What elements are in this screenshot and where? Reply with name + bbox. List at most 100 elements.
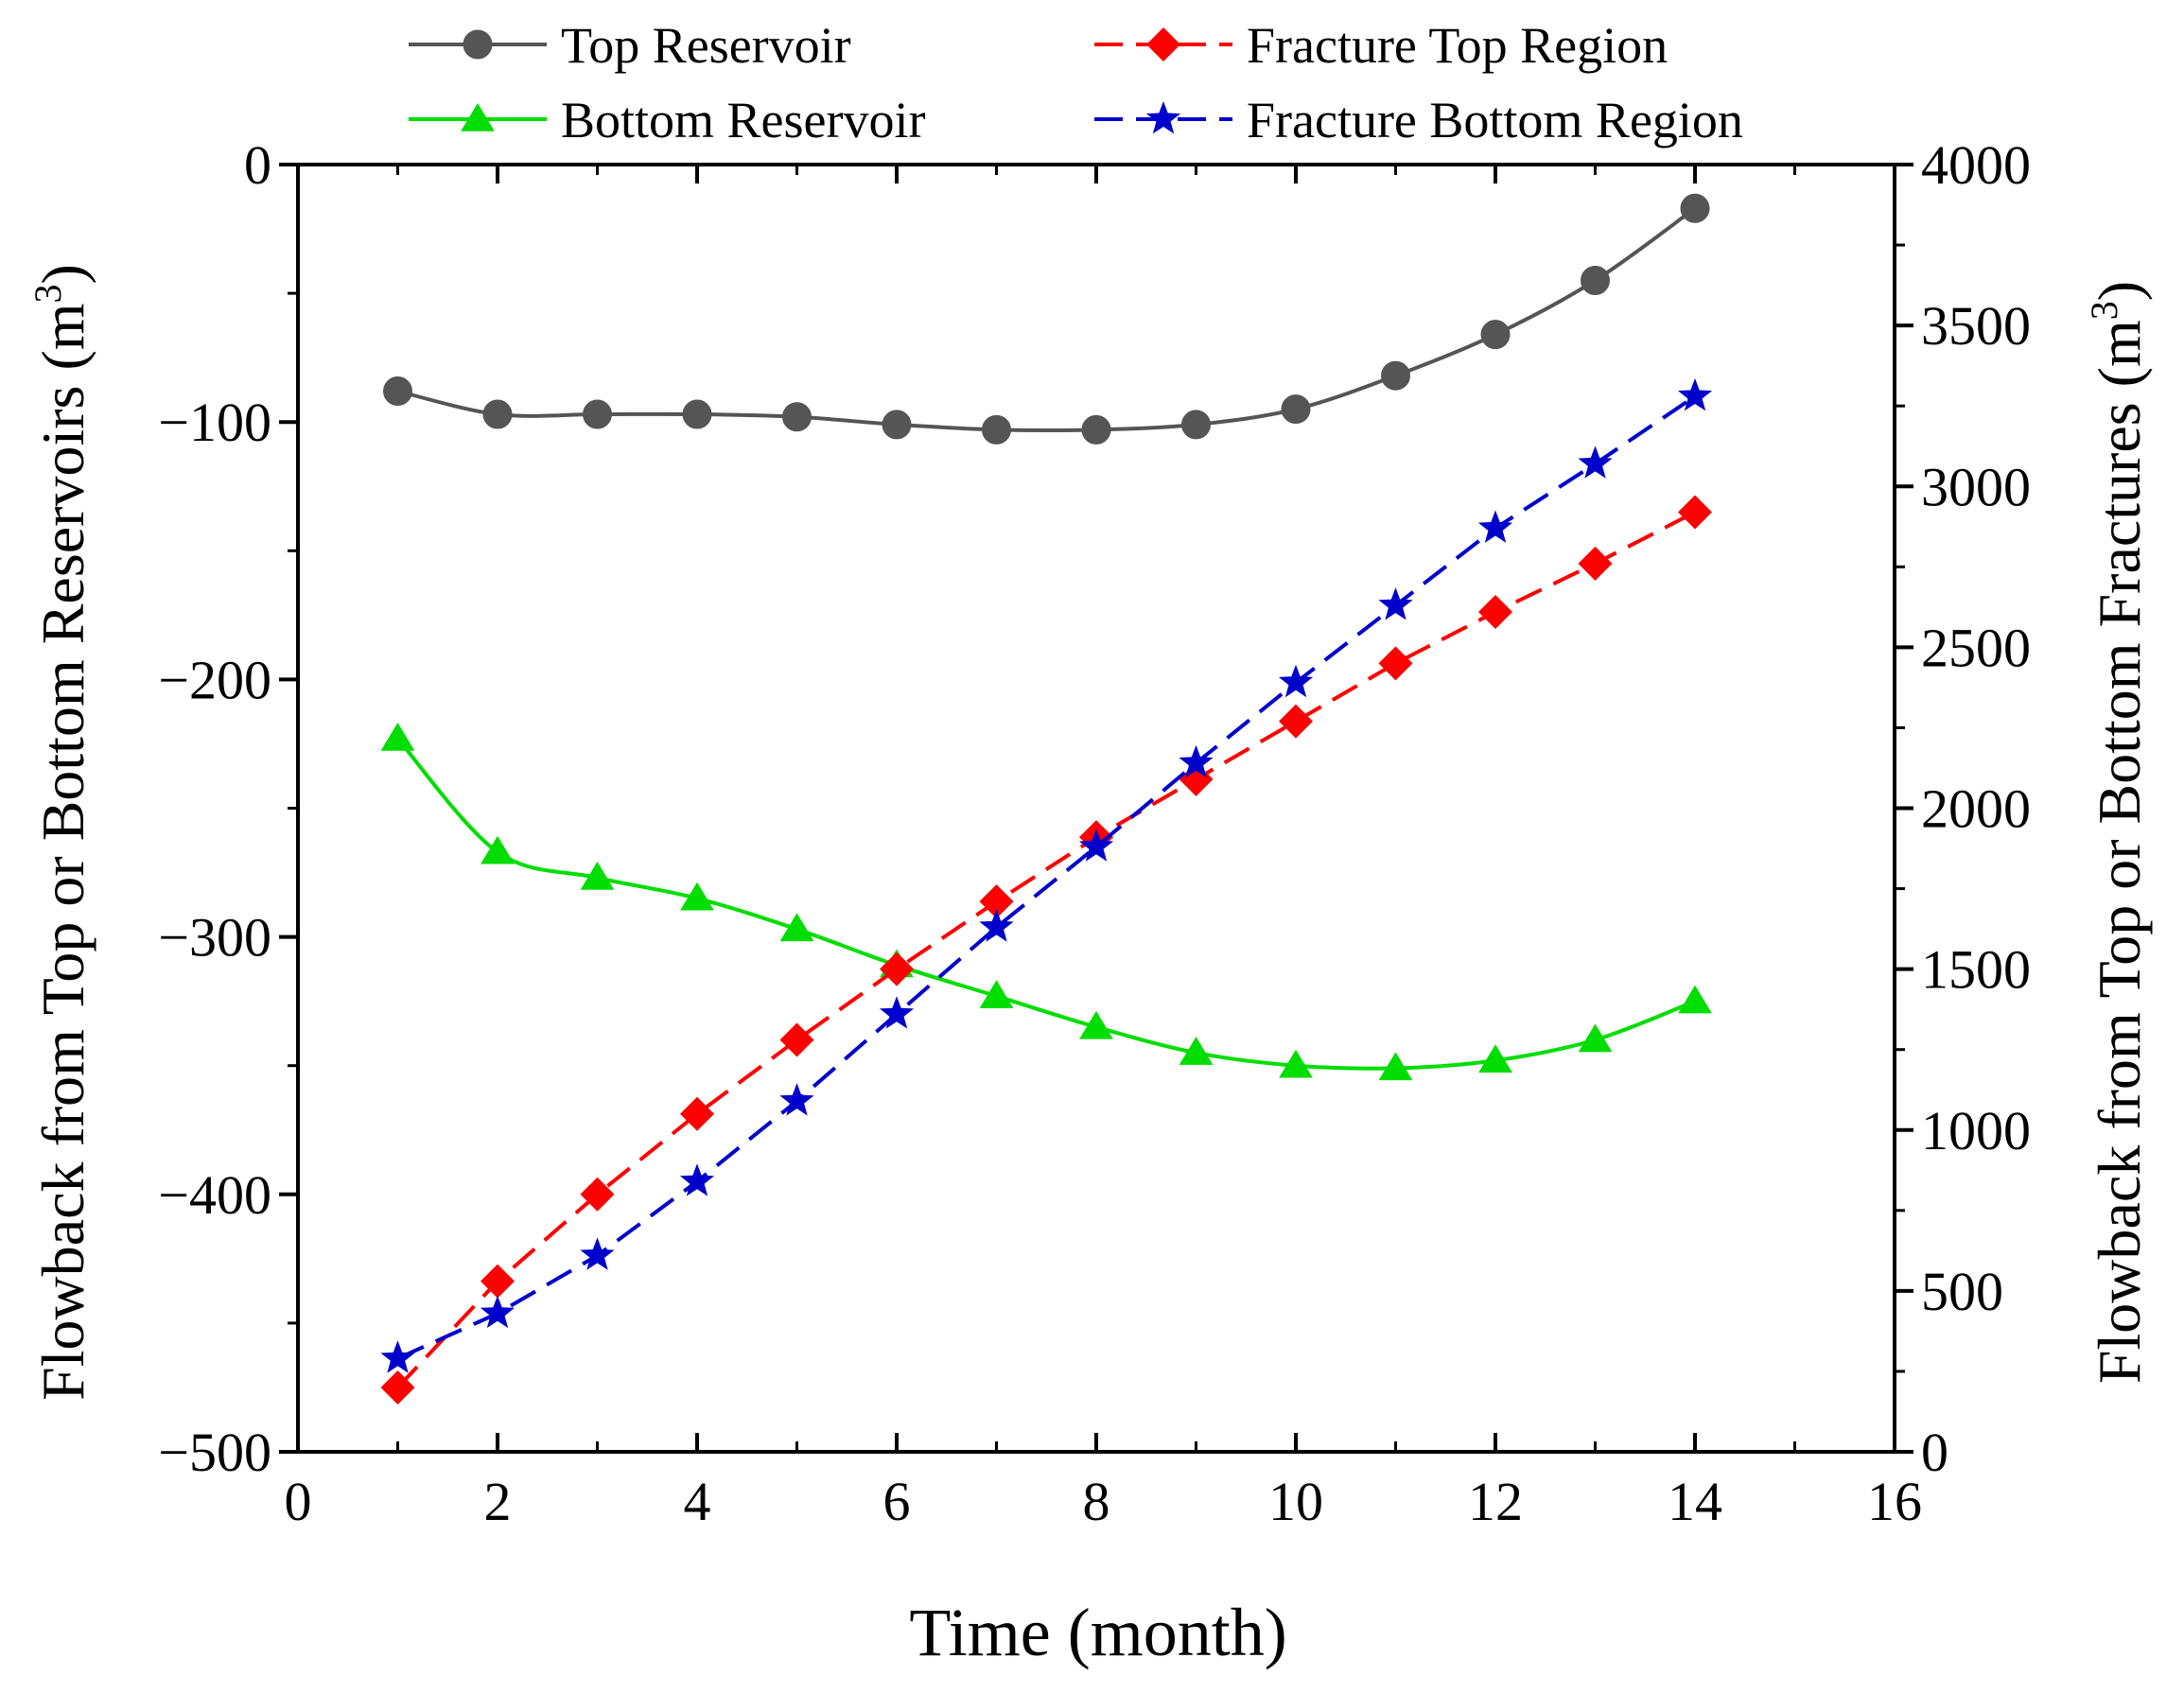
bottom-reservoir-point xyxy=(580,861,615,890)
legend-bottom-reservoir-label: Bottom Reservoir xyxy=(561,92,925,148)
fracture-bottom-region-point xyxy=(679,1163,715,1196)
top-reservoir-point xyxy=(1081,414,1111,445)
axes: 0 2 4 6 8 10 12 14 160−100−200−300−400−500 050010… xyxy=(158,134,2031,1532)
right-y-tick-label: 2000 xyxy=(1921,778,2031,840)
fracture-bottom-region-point xyxy=(1477,510,1513,543)
left-y-tick-label: −100 xyxy=(158,392,271,453)
x-tick-label: 4 xyxy=(684,1471,711,1532)
fracture-top-region-point xyxy=(1279,704,1313,739)
right-y-tick-label: 1500 xyxy=(1921,939,2031,1001)
fracture-top-region-point xyxy=(880,951,914,986)
x-tick-label: 6 xyxy=(883,1471,911,1532)
x-tick-label: 16 xyxy=(1867,1471,1922,1532)
fracture-top-region-point xyxy=(779,1022,814,1057)
top-reservoir-point xyxy=(1480,320,1511,350)
bottom-reservoir-point xyxy=(480,835,515,864)
top-reservoir-point xyxy=(583,399,612,429)
fracture-bottom-region-point xyxy=(1378,587,1413,620)
left-y-tick-label: −400 xyxy=(158,1164,271,1226)
fracture-bottom-region-point xyxy=(1179,744,1214,778)
fracture-bottom-region-point xyxy=(580,1237,615,1270)
fracture-bottom-region-point xyxy=(380,1340,415,1373)
legend-fracture-top-region-label: Fracture Top Region xyxy=(1247,17,1668,74)
top-reservoir-point xyxy=(1381,360,1410,391)
fracture-top-region-point xyxy=(680,1096,714,1131)
bottom-reservoir-point xyxy=(380,723,415,751)
fracture-bottom-region-point xyxy=(1078,829,1114,862)
right-y-tick-label: 1000 xyxy=(1921,1100,2031,1161)
bottom-reservoir-point xyxy=(1179,1037,1214,1065)
right-y-tick-label: 4000 xyxy=(1921,134,2031,196)
top-reservoir-point xyxy=(383,376,412,407)
right-axis-title: Flowback from Top or Bottom Fractures (m… xyxy=(2083,281,2153,1384)
plot-frame xyxy=(296,163,1896,1454)
top-reservoir-line xyxy=(397,206,1697,433)
bottom-reservoir-point xyxy=(1678,985,1712,1014)
bottom-reservoir-point xyxy=(979,980,1014,1008)
legend-bottom-reservoir-marker xyxy=(461,103,495,131)
top-reservoir-point xyxy=(1680,193,1710,223)
top-reservoir-point xyxy=(782,402,812,432)
x-tick-label: 14 xyxy=(1668,1471,1722,1532)
fracture-bottom-region-point xyxy=(979,909,1014,942)
left-y-tick-label: 0 xyxy=(244,134,271,196)
fracture-bottom-region-point xyxy=(779,1083,814,1116)
fracture-bottom-region-point xyxy=(1677,378,1713,411)
fracture-top-region-point xyxy=(480,1264,515,1299)
fracture-bottom-region-line xyxy=(396,394,1697,1361)
bottom-reservoir-point xyxy=(1079,1010,1113,1039)
bottom-reservoir-point xyxy=(1378,1052,1413,1081)
fracture-bottom-region-point xyxy=(1578,445,1613,479)
left-axis-title: Flowback from Top or Bottom Reservoirs (… xyxy=(26,264,96,1401)
bottom-reservoir-point xyxy=(1578,1023,1613,1053)
fracture-top-region-point xyxy=(1678,495,1712,530)
fracture-top-region-line xyxy=(396,510,1696,1389)
top-reservoir-point xyxy=(682,399,712,429)
left-y-tick-label: −200 xyxy=(158,649,271,710)
fracture-top-region-point xyxy=(580,1177,615,1212)
legend-fracture-bottom-region-marker xyxy=(1145,101,1181,134)
x-tick-label: 10 xyxy=(1268,1471,1323,1532)
right-y-tick-label: 500 xyxy=(1921,1261,2003,1322)
x-tick-label: 8 xyxy=(1083,1471,1110,1532)
bottom-reservoir-point xyxy=(1279,1049,1313,1078)
bottom-reservoir-point xyxy=(680,881,714,911)
right-axis-title-superscript: 3 xyxy=(2083,301,2125,320)
top-reservoir-point xyxy=(982,414,1011,445)
x-tick-label: 2 xyxy=(484,1471,512,1532)
legend-top-reservoir-marker xyxy=(463,29,493,60)
right-y-tick-label: 2500 xyxy=(1921,617,2031,678)
legend-fracture-top-region-marker xyxy=(1146,27,1180,61)
bottom-reservoir-point xyxy=(779,913,814,942)
plot-marks xyxy=(380,193,1713,1405)
legend: Top Reservoir Fracture Top Region Bottom R… xyxy=(409,17,1743,148)
left-y-tick-label: −500 xyxy=(158,1422,271,1483)
top-reservoir-point xyxy=(1181,410,1211,440)
bottom-reservoir-point xyxy=(1478,1044,1512,1073)
fracture-top-region-point xyxy=(380,1370,415,1405)
fracture-bottom-region-point xyxy=(1278,664,1314,698)
fracture-top-region-point xyxy=(979,884,1014,919)
fracture-bottom-region-point xyxy=(480,1295,515,1329)
fracture-top-region-point xyxy=(1478,594,1512,629)
legend-fracture-bottom-region-label: Fracture Bottom Region xyxy=(1247,92,1743,148)
legend-top-reservoir-label: Top Reservoir xyxy=(561,17,851,74)
fracture-bottom-region-point xyxy=(879,996,915,1029)
top-reservoir-point xyxy=(1281,394,1311,425)
top-reservoir-point xyxy=(482,399,513,429)
right-axis-title-close: ) xyxy=(2086,281,2153,301)
right-y-tick-label: 3500 xyxy=(1921,295,2031,357)
left-axis-title-superscript: 3 xyxy=(26,284,69,303)
top-reservoir-point xyxy=(882,410,912,440)
x-axis-title: Time (month) xyxy=(909,1595,1286,1670)
x-tick-label: 0 xyxy=(285,1471,312,1532)
left-y-tick-label: −300 xyxy=(158,907,271,969)
fracture-top-region-point xyxy=(1578,546,1613,581)
top-reservoir-point xyxy=(1581,265,1610,295)
right-y-tick-label: 0 xyxy=(1921,1422,1948,1483)
fracture-top-region-point xyxy=(1378,646,1413,681)
bottom-reservoir-line xyxy=(395,737,1696,1071)
left-axis-title-close: ) xyxy=(29,264,96,284)
